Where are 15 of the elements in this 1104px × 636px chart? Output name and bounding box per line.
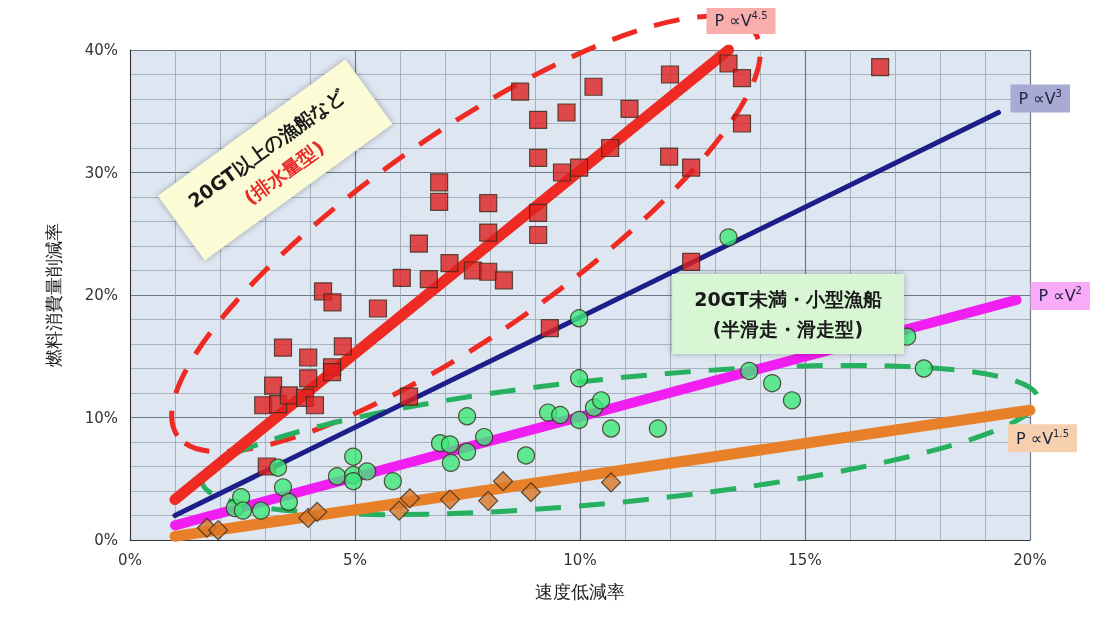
y-tick-label: 20% [84,286,118,304]
x-tick-label: 15% [788,550,822,569]
x-tick-label: 10% [563,550,597,569]
y-axis-title: 燃料消費量削減率 [42,223,64,367]
y-tick-label: 30% [84,163,118,182]
y-tick-label: 40% [84,41,118,59]
annotation: (半滑走・滑走型) [711,317,865,342]
x-tick-label: 0% [118,550,142,569]
x-axis-title: 速度低減率 [535,580,625,602]
y-tick-label: 10% [84,408,118,427]
annotation: 20GT未満・小型漁船 [694,287,882,312]
note-card: 20GT未満・小型漁船 (半滑走・滑走型) [672,274,904,354]
y-tick-label: 0% [94,531,118,549]
x-tick-label: 5% [343,550,367,569]
x-tick-label: 20% [1013,550,1047,569]
